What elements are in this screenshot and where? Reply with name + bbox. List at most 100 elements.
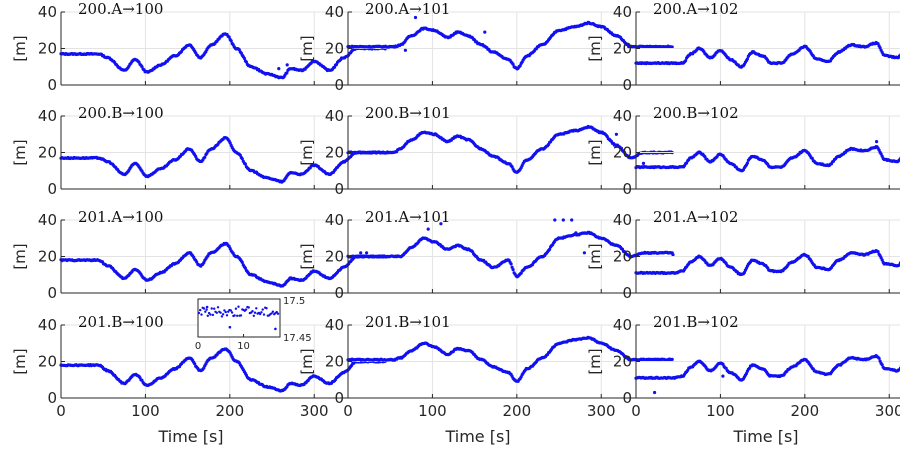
inset-point	[204, 310, 207, 313]
data-point	[228, 141, 232, 145]
y-tick-label: 20	[325, 248, 344, 266]
inset-point	[224, 310, 227, 314]
y-tick-label: 0	[47, 76, 57, 94]
data-point	[745, 57, 750, 61]
inset-point	[271, 310, 275, 313]
y-tick-label: 20	[325, 144, 344, 162]
y-tick-label: 40	[613, 211, 632, 229]
inset-outlier	[205, 305, 209, 309]
y-tick-label: 20	[613, 248, 632, 266]
inset-plot: 0 10 17.5 17.45	[195, 296, 312, 352]
y-axis-label: [m]	[586, 35, 604, 61]
outlier-point	[553, 218, 557, 222]
outlier-point	[365, 251, 369, 255]
inset-point	[237, 305, 240, 308]
inset-point	[225, 314, 229, 317]
x-axis-label: Time [s]	[732, 427, 798, 446]
x-axis-label: Time [s]	[444, 427, 510, 446]
data-point	[240, 157, 244, 161]
inset-point	[244, 308, 248, 311]
data-point	[227, 35, 231, 39]
inset-point	[205, 308, 208, 311]
y-tick-label: 40	[613, 107, 632, 125]
y-axis-label: [m]	[11, 139, 29, 165]
inset-point	[206, 314, 209, 317]
y-tick-label: 40	[613, 3, 632, 21]
x-tick-label: 0	[343, 402, 353, 420]
inset-point	[230, 311, 234, 314]
outlier-point	[359, 251, 363, 255]
data-point	[670, 357, 674, 361]
subplot: 0 20 40 [m] 200.A→101	[298, 0, 674, 94]
data-point	[684, 59, 688, 63]
y-tick-label: 20	[613, 353, 632, 371]
data-point	[745, 161, 750, 165]
outlier-point	[277, 67, 281, 71]
inset-point	[261, 308, 264, 311]
panel-title: 200.A→100	[78, 0, 163, 18]
outlier-point	[875, 140, 879, 144]
data-point	[242, 56, 246, 61]
outlier-point	[413, 15, 418, 20]
y-axis-label: [m]	[298, 348, 316, 374]
inset-point	[209, 313, 212, 316]
y-axis-label: [m]	[586, 243, 604, 269]
panel-title: 200.A→101	[365, 0, 450, 18]
data-point	[285, 71, 289, 75]
data-point	[878, 46, 882, 50]
inset-point	[215, 311, 218, 314]
subplot: 0 20 40 [m] 200.B→101	[298, 104, 674, 198]
x-tick-label: 100	[418, 402, 447, 420]
y-tick-label: 40	[325, 316, 344, 334]
inset-point	[210, 307, 213, 310]
y-tick-label: 0	[47, 284, 57, 302]
inset-point	[276, 312, 280, 315]
inset-point	[251, 310, 254, 313]
inset-x-tick-label: 0	[195, 341, 201, 352]
inset-point	[229, 309, 232, 312]
y-tick-label: 0	[622, 76, 632, 94]
data-point	[511, 62, 515, 66]
y-tick-label: 20	[613, 40, 632, 58]
inset-point	[216, 306, 220, 309]
y-axis-label: [m]	[298, 243, 316, 269]
inset-point	[213, 307, 216, 310]
panel-title: 200.B→102	[653, 104, 739, 122]
outlier-point	[608, 138, 612, 142]
panel-title: 201.A→102	[653, 208, 738, 226]
inset-point	[247, 306, 250, 309]
inset-point	[233, 314, 236, 317]
outlier-point	[570, 218, 574, 222]
y-tick-label: 20	[38, 144, 57, 162]
data-point	[509, 262, 513, 266]
x-tick-label: 200	[503, 402, 532, 420]
subplot: 0 20 40 [m] 200.B→102	[586, 104, 900, 198]
data-point	[877, 356, 881, 360]
inset-point	[211, 313, 215, 317]
inset-point	[265, 307, 268, 310]
inset-y-tick-label: 17.5	[283, 296, 305, 307]
data-point	[229, 39, 233, 43]
x-tick-label: 0	[56, 402, 66, 420]
outlier-point	[641, 161, 646, 165]
y-tick-label: 0	[47, 180, 57, 198]
y-tick-label: 20	[38, 40, 57, 58]
panel-title: 201.A→100	[78, 208, 163, 226]
outlier-point	[653, 390, 657, 395]
y-axis-label: [m]	[586, 348, 604, 374]
outlier-point	[403, 48, 407, 52]
x-axis-label: Time [s]	[157, 427, 223, 446]
data-point	[140, 65, 144, 69]
inset-point	[239, 314, 243, 317]
inset-frame	[197, 298, 281, 338]
x-tick-label: 300	[875, 402, 900, 420]
inset-point	[252, 314, 255, 317]
data-point	[511, 268, 515, 272]
y-tick-label: 20	[38, 248, 57, 266]
y-tick-label: 0	[334, 180, 344, 198]
subplot: 0 20 40 [m] 200.B→100	[11, 104, 387, 198]
data-point	[670, 45, 674, 49]
y-axis-label: [m]	[586, 139, 604, 165]
data-point	[194, 154, 198, 159]
panel-title: 200.B→101	[365, 104, 451, 122]
